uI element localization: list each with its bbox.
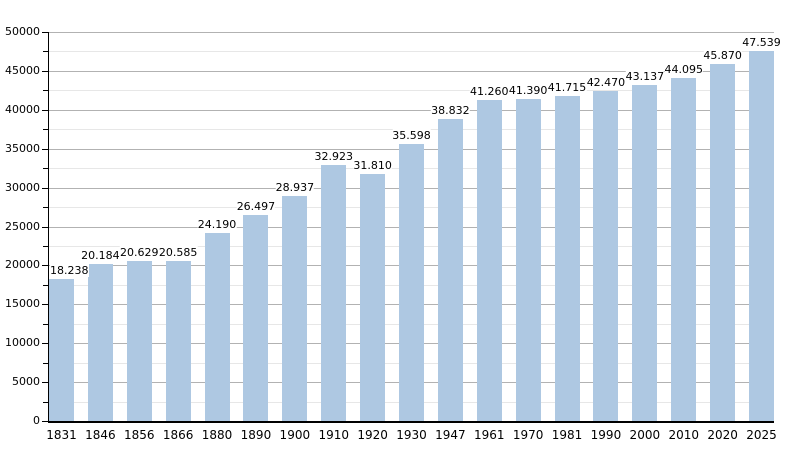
y-minor-tick <box>43 90 48 92</box>
y-minor-tick <box>43 362 48 364</box>
y-minor-tick <box>43 51 48 53</box>
y-minor-tick <box>43 129 48 131</box>
bar-value-label: 47.539 <box>742 36 781 50</box>
bar <box>710 64 736 421</box>
x-axis-label: 1880 <box>201 428 233 442</box>
x-axis-label: 2010 <box>668 428 699 442</box>
y-axis-label: 30000 <box>5 180 40 194</box>
bar-value-label: 20.184 <box>81 248 120 262</box>
y-axis-label: 25000 <box>5 219 40 233</box>
y-minor-gridline <box>49 90 774 92</box>
y-minor-tick <box>43 245 48 247</box>
x-axis-label: 1920 <box>357 428 388 442</box>
y-minor-tick <box>43 284 48 286</box>
bar <box>632 85 658 421</box>
bar <box>399 144 424 421</box>
y-axis-label: 5000 <box>12 375 40 389</box>
bar-value-label: 35.598 <box>392 129 431 143</box>
bar <box>243 214 269 421</box>
bar-value-label: 31.810 <box>353 158 392 172</box>
y-axis-label: 35000 <box>5 141 40 155</box>
x-axis-label: 1856 <box>123 428 155 442</box>
y-major-tick <box>42 304 48 306</box>
y-axis-label: 10000 <box>5 336 40 350</box>
bar <box>515 99 541 421</box>
x-axis-label: 2000 <box>629 428 661 442</box>
bar-value-label: 18.238 <box>50 264 89 278</box>
x-axis-label: 1981 <box>551 428 583 442</box>
y-major-gridline <box>49 70 774 72</box>
bar-value-label: 41.715 <box>547 81 587 95</box>
x-axis-label: 1947 <box>435 428 466 442</box>
x-axis-label: 1990 <box>590 428 622 442</box>
y-axis-label: 0 <box>33 414 40 427</box>
x-axis-label: 1930 <box>396 428 427 442</box>
y-major-tick <box>42 70 48 72</box>
y-axis-label: 15000 <box>5 297 40 311</box>
bar <box>476 100 502 421</box>
bar <box>282 195 308 421</box>
bar-value-label: 43.137 <box>625 70 665 84</box>
x-axis-label: 1910 <box>318 428 349 442</box>
y-minor-tick <box>43 207 48 209</box>
bar <box>87 263 113 421</box>
y-axis-label: 40000 <box>5 102 40 116</box>
y-major-gridline <box>49 32 774 33</box>
y-major-tick <box>42 421 48 422</box>
bar <box>204 232 230 421</box>
x-axis-label: 2025 <box>746 428 777 442</box>
bar-value-label: 32.923 <box>314 149 353 163</box>
x-axis-label: 1970 <box>512 428 544 442</box>
y-minor-tick <box>43 401 48 403</box>
y-axis-label: 45000 <box>5 63 40 77</box>
y-minor-tick <box>43 168 48 170</box>
bar-value-label: 45.870 <box>703 49 742 63</box>
bar-value-label: 28.937 <box>275 180 315 194</box>
y-axis-label: 50000 <box>5 25 40 38</box>
x-axis-label: 1890 <box>240 428 272 442</box>
y-major-tick <box>42 32 48 33</box>
bar <box>437 118 463 421</box>
bar-value-label: 41.260 <box>470 85 509 98</box>
y-minor-tick <box>43 323 48 325</box>
bar-value-label: 42.470 <box>586 75 626 89</box>
y-major-tick <box>42 343 48 345</box>
bar <box>49 279 74 421</box>
bar-value-label: 26.497 <box>236 199 276 213</box>
bar <box>671 77 697 421</box>
y-major-tick <box>42 148 48 150</box>
y-major-tick <box>42 265 48 267</box>
bar <box>749 51 774 421</box>
y-axis-label: 20000 <box>5 258 40 272</box>
x-axis-label: 1961 <box>473 428 505 442</box>
y-minor-gridline <box>49 51 774 53</box>
bar-value-label: 20.585 <box>158 245 198 259</box>
x-axis-label: 2020 <box>707 428 738 442</box>
plot-area: 18.238 20.184 20.629 20.585 24.190 26.497 28.9… <box>48 32 781 423</box>
bar-value-label: 20.629 <box>120 245 159 259</box>
bar-value-label: 38.832 <box>431 103 470 117</box>
bar <box>593 90 619 421</box>
x-axis-label: 1866 <box>162 428 194 442</box>
x-axis-label: 1831 <box>46 428 77 442</box>
bar-value-label: 41.390 <box>508 84 548 97</box>
x-axis-label: 1846 <box>85 428 116 442</box>
y-major-tick <box>42 226 48 228</box>
bar-value-label: 24.190 <box>197 217 237 231</box>
bar <box>554 96 580 421</box>
x-axis-label: 1900 <box>279 428 311 442</box>
y-major-tick <box>42 109 48 111</box>
y-major-tick <box>42 187 48 189</box>
bar <box>165 260 191 421</box>
y-major-gridline <box>49 109 774 111</box>
bar <box>126 260 152 421</box>
bar-value-label: 44.095 <box>664 62 703 76</box>
y-major-tick <box>42 382 48 384</box>
bar <box>360 173 386 421</box>
bar <box>321 164 347 421</box>
